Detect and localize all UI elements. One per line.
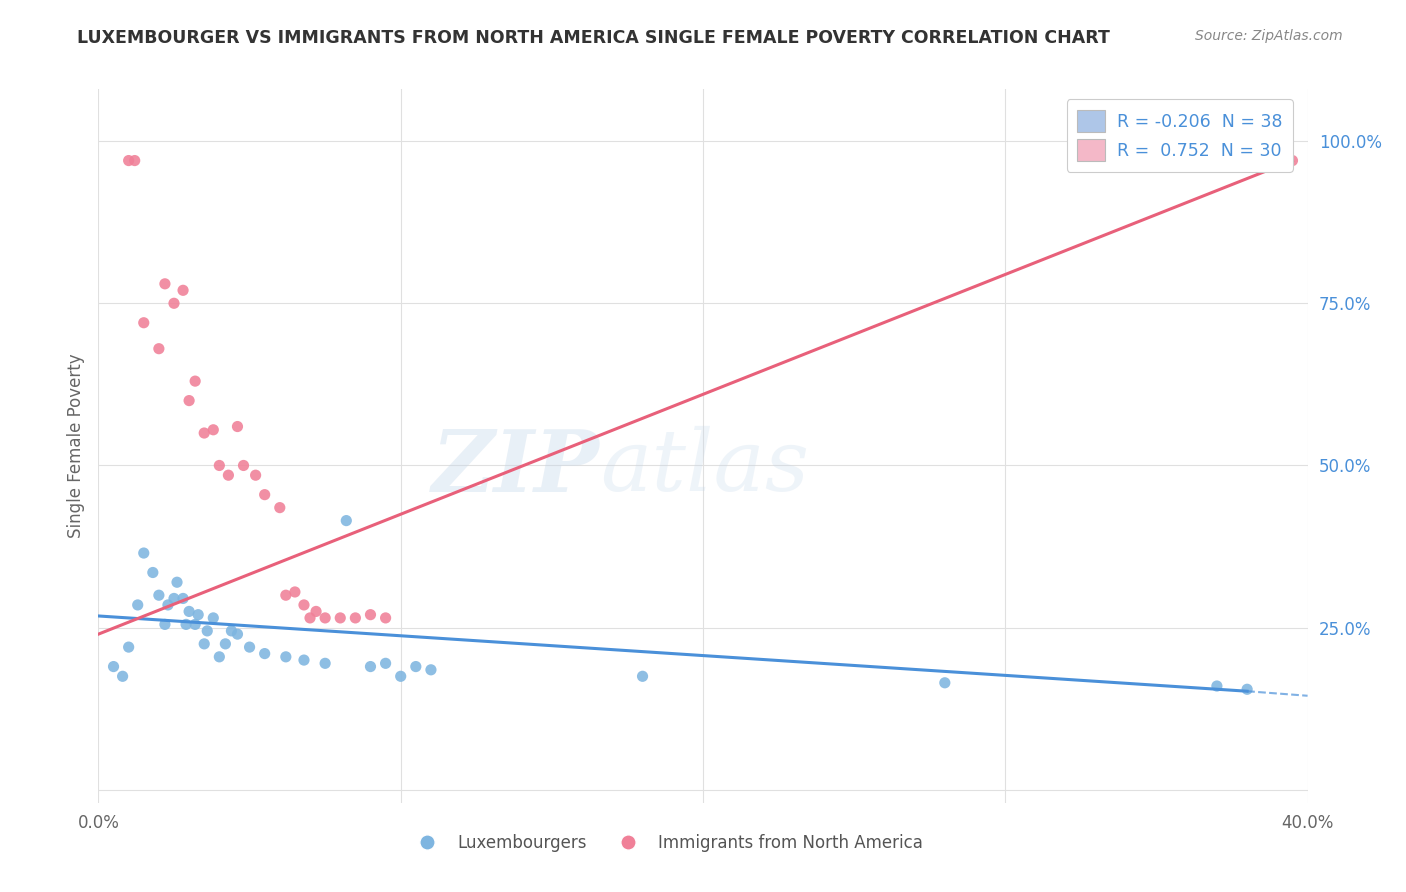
Point	[174, 617, 197, 632]
Point	[226, 419, 249, 434]
Point	[118, 153, 141, 168]
Point	[118, 640, 141, 654]
Point	[156, 598, 179, 612]
Text: LUXEMBOURGER VS IMMIGRANTS FROM NORTH AMERICA SINGLE FEMALE POVERTY CORRELATION : LUXEMBOURGER VS IMMIGRANTS FROM NORTH AM…	[77, 29, 1111, 46]
Point	[314, 611, 336, 625]
Point	[202, 611, 225, 625]
Point	[1251, 153, 1274, 168]
Point	[420, 663, 443, 677]
Point	[305, 604, 328, 618]
Point	[221, 624, 243, 638]
Point	[344, 611, 367, 625]
Point	[193, 425, 215, 440]
Point	[103, 659, 125, 673]
Point	[299, 611, 322, 625]
Point	[226, 627, 249, 641]
Point	[148, 342, 170, 356]
Point	[389, 669, 412, 683]
Point	[195, 624, 218, 638]
Point	[172, 283, 194, 297]
Point	[179, 604, 201, 618]
Text: Source: ZipAtlas.com: Source: ZipAtlas.com	[1195, 29, 1343, 43]
Point	[163, 591, 186, 606]
Point	[184, 617, 207, 632]
Point	[292, 653, 315, 667]
Point	[217, 468, 239, 483]
Point	[193, 637, 215, 651]
Point	[1236, 682, 1258, 697]
Point	[631, 669, 654, 683]
Point	[269, 500, 291, 515]
Text: atlas: atlas	[600, 426, 810, 508]
Legend: Luxembourgers, Immigrants from North America: Luxembourgers, Immigrants from North Ame…	[404, 828, 929, 859]
Point	[374, 611, 396, 625]
Point	[132, 316, 155, 330]
Point	[335, 514, 357, 528]
Point	[239, 640, 262, 654]
Point	[142, 566, 165, 580]
Point	[111, 669, 134, 683]
Point	[127, 598, 149, 612]
Point	[187, 607, 209, 622]
Point	[184, 374, 207, 388]
Point	[172, 591, 194, 606]
Point	[153, 277, 176, 291]
Point	[232, 458, 254, 473]
Point	[124, 153, 146, 168]
Point	[214, 637, 236, 651]
Point	[374, 657, 396, 671]
Point	[208, 458, 231, 473]
Point	[284, 585, 307, 599]
Point	[132, 546, 155, 560]
Text: ZIP: ZIP	[433, 425, 600, 509]
Point	[360, 659, 382, 673]
Point	[245, 468, 267, 483]
Point	[1281, 153, 1303, 168]
Point	[153, 617, 176, 632]
Point	[360, 607, 382, 622]
Point	[208, 649, 231, 664]
Point	[253, 647, 276, 661]
Point	[163, 296, 186, 310]
Point	[292, 598, 315, 612]
Point	[202, 423, 225, 437]
Point	[166, 575, 188, 590]
Point	[253, 488, 276, 502]
Point	[274, 649, 297, 664]
Point	[1206, 679, 1229, 693]
Y-axis label: Single Female Poverty: Single Female Poverty	[66, 354, 84, 538]
Point	[179, 393, 201, 408]
Point	[148, 588, 170, 602]
Point	[314, 657, 336, 671]
Point	[274, 588, 297, 602]
Point	[329, 611, 352, 625]
Point	[934, 675, 956, 690]
Point	[405, 659, 427, 673]
